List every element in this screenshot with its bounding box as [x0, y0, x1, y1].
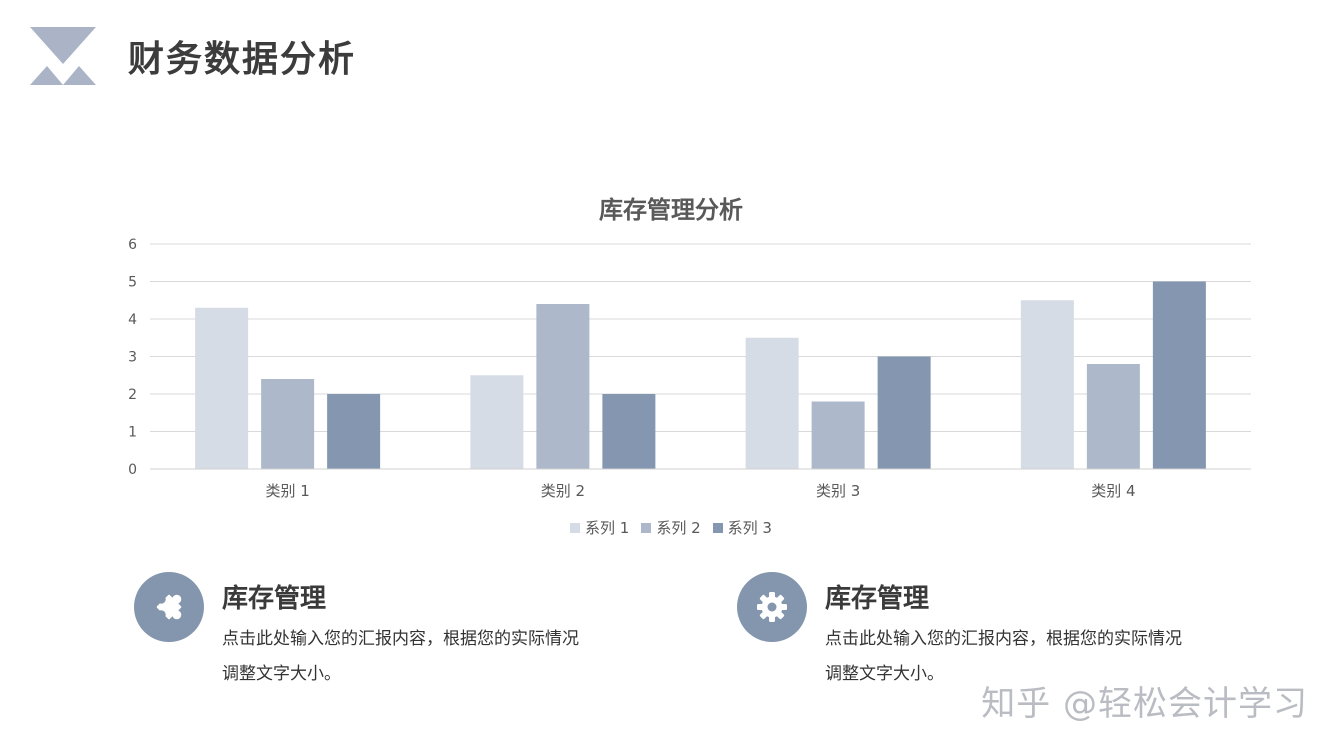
puzzle-icon — [134, 572, 204, 642]
bar-2 — [811, 401, 865, 469]
gear-icon — [737, 572, 807, 642]
page-title: 财务数据分析 — [128, 39, 357, 80]
bar-1 — [195, 307, 249, 469]
y-tick-label: 5 — [128, 275, 137, 291]
legend-item-series-2: 系列 2 — [641, 517, 701, 538]
x-tick-label: 类别 2 — [541, 482, 585, 500]
card-text: 点击此处输入您的汇报内容，根据您的实际情况调整文字大小。 — [222, 629, 579, 684]
bar-chart: 0 1 2 3 4 5 6 类别 1 类别 2 类别 3 类别 4 — [128, 237, 1251, 500]
info-card-inventory-2: 库存管理 点击此处输入您的汇报内容，根据您的实际情况调整文字大小。 — [737, 572, 1197, 692]
bar-1 — [745, 337, 799, 469]
legend-swatch-series-2 — [641, 522, 652, 533]
card-title: 库存管理 — [825, 584, 930, 614]
bar-2 — [261, 379, 315, 469]
bar-3 — [1152, 281, 1206, 469]
y-tick-label: 2 — [128, 387, 137, 403]
y-tick-label: 3 — [128, 350, 137, 366]
y-tick-label: 1 — [128, 425, 137, 441]
y-tick-label: 0 — [128, 462, 137, 478]
legend-item-series-3: 系列 3 — [712, 517, 772, 538]
x-tick-label: 类别 4 — [1091, 482, 1135, 500]
bar-1 — [470, 375, 524, 469]
card-title: 库存管理 — [222, 584, 327, 614]
legend-swatch-series-3 — [712, 522, 723, 533]
legend-label-series-1: 系列 1 — [585, 519, 630, 537]
card-text: 点击此处输入您的汇报内容，根据您的实际情况调整文字大小。 — [825, 629, 1182, 684]
legend-swatch-series-1 — [570, 522, 581, 533]
watermark-text: 知乎 @轻松会计学习 — [981, 684, 1308, 724]
bar-3 — [877, 356, 931, 469]
x-tick-label: 类别 3 — [816, 482, 860, 500]
logo-triangles-icon — [30, 27, 96, 85]
y-tick-label: 4 — [128, 312, 137, 328]
bar-2 — [536, 304, 590, 469]
y-tick-label: 6 — [128, 237, 137, 253]
x-tick-label: 类别 1 — [265, 482, 309, 500]
bar-1 — [1020, 300, 1074, 469]
chart-legend: 系列 1 系列 2 系列 3 — [0, 517, 1342, 538]
legend-label-series-2: 系列 2 — [656, 519, 701, 537]
legend-label-series-3: 系列 3 — [727, 519, 772, 537]
bar-2 — [1086, 364, 1140, 469]
info-card-inventory-1: 库存管理 点击此处输入您的汇报内容，根据您的实际情况调整文字大小。 — [134, 572, 594, 692]
bar-3 — [602, 394, 656, 469]
bar-3 — [327, 394, 381, 469]
legend-item-series-1: 系列 1 — [570, 517, 629, 538]
chart-title: 库存管理分析 — [599, 196, 743, 224]
